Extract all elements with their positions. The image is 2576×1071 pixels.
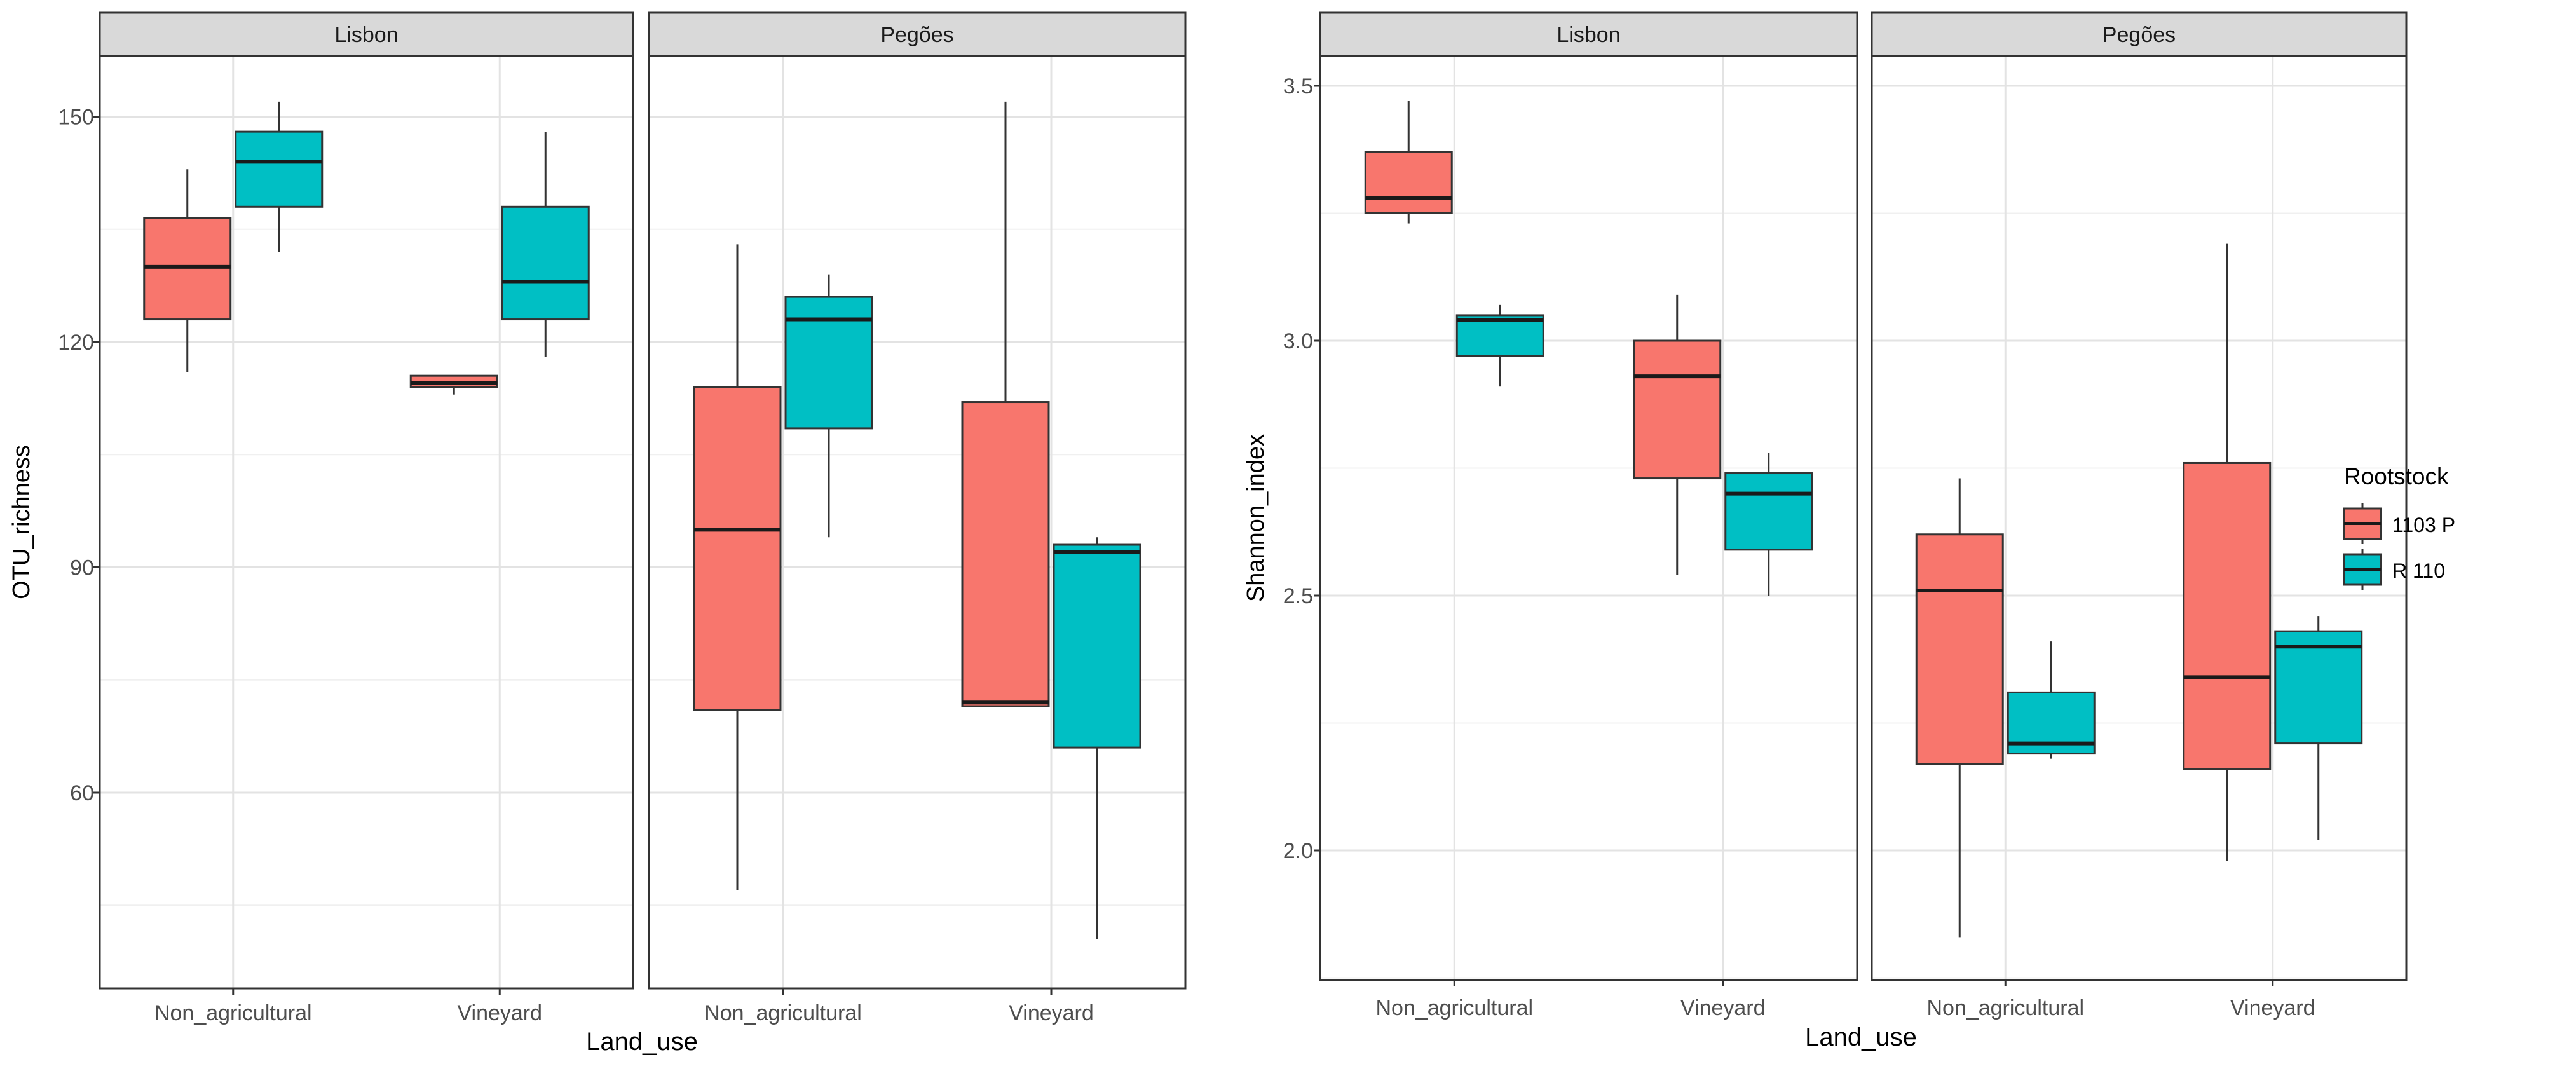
- shannon-panel-border-lisbon: [1319, 55, 1858, 981]
- otu-panel-pegoes: Pegões Non_agricultural Vineyard: [648, 11, 1187, 1025]
- otu-pegoes-non-agricultural-r-110-box: [784, 274, 873, 538]
- shannon-panel-lisbon: Lisbon Non_agricultural Vineyard: [1319, 11, 1858, 1020]
- shannon-x-tick-label-pegoes-vineyard: Vineyard: [2230, 996, 2315, 1020]
- otu-pegoes-non-agricultural-1103-p-iqr: [693, 386, 782, 711]
- otu-lisbon-vineyard-r-110-iqr: [501, 205, 590, 321]
- legend-title: Rootstock: [2344, 463, 2449, 489]
- otu-strip-lisbon: [99, 11, 634, 57]
- shannon-x-tick-label-lisbon-vineyard: Vineyard: [1680, 996, 1766, 1020]
- otu-panel-border-lisbon: [99, 55, 634, 990]
- legend-label-1103p: 1103 P: [2392, 514, 2455, 536]
- otu-strip-title-lisbon: Lisbon: [334, 23, 398, 47]
- otu-y-tick-label: 120: [58, 331, 94, 355]
- otu-strip-pegoes: [648, 11, 1187, 57]
- shannon-x-tick-label-lisbon-non-agricultural: Non_agricultural: [1375, 996, 1533, 1020]
- shannon-y-tick-label: 3.5: [1283, 74, 1313, 99]
- shannon-y-tick-label: 2.0: [1283, 839, 1313, 863]
- shannon-panel-border-pegoes: [1871, 55, 2408, 981]
- otu-x-tick-label-pegoes-non-agricultural: Non_agricultural: [704, 1001, 862, 1025]
- shannon-pegoes-non-agricultural-1103-p-box: [1915, 478, 2004, 938]
- otu-y-tick-label: 90: [70, 556, 94, 580]
- shannon-chart: Lisbon Non_agricultural Vineyard Pegões Non_…: [1243, 11, 2408, 1051]
- otu-pegoes-vineyard-r-110-iqr: [1053, 543, 1141, 749]
- otu-pegoes-vineyard-r-110-box: [1053, 537, 1141, 939]
- otu-lisbon-non-agricultural-1103-p-box: [143, 169, 232, 372]
- shannon-lisbon-vineyard-1103-p-box: [1633, 294, 1722, 575]
- legend-label-r110: R 110: [2392, 559, 2445, 582]
- shannon-y-axis-title: Shannon_index: [1243, 434, 1269, 602]
- shannon-panel-bg-pegoes: [1872, 56, 2406, 980]
- otu-strip-title-pegoes: Pegões: [880, 23, 953, 47]
- shannon-strip-pegoes: [1871, 11, 2408, 57]
- otu-panel-border-pegoes: [648, 55, 1187, 990]
- otu-lisbon-vineyard-r-110-box: [501, 132, 590, 357]
- charts-layer: Lisbon Non_agricultural Vineyard Pegões Non_…: [8, 11, 2408, 1056]
- shannon-lisbon-non-agricultural-1103-p-box: [1364, 101, 1453, 224]
- otu-lisbon-non-agricultural-r-110-box: [235, 101, 324, 252]
- shannon-strip-title-lisbon: Lisbon: [1557, 23, 1620, 47]
- shannon-pegoes-non-agricultural-r-110-box: [2007, 641, 2096, 759]
- otu-x-tick-label-lisbon-vineyard: Vineyard: [457, 1001, 542, 1025]
- shannon-x-tick-label-pegoes-non-agricultural: Non_agricultural: [1926, 996, 2084, 1020]
- shannon-pegoes-vineyard-r-110-iqr: [2274, 630, 2363, 745]
- shannon-strip-title-pegoes: Pegões: [2102, 23, 2176, 47]
- shannon-pegoes-vineyard-r-110-box: [2274, 616, 2363, 840]
- otu-pegoes-vineyard-1103-p-box: [961, 101, 1050, 707]
- otu-pegoes-vineyard-1103-p-iqr: [961, 401, 1050, 707]
- shannon-pegoes-vineyard-1103-p-box: [2183, 243, 2272, 861]
- shannon-pegoes-vineyard-1103-p-iqr: [2183, 461, 2272, 770]
- otu-chart: Lisbon Non_agricultural Vineyard Pegões Non_…: [8, 11, 1187, 1056]
- otu-lisbon-non-agricultural-r-110-iqr: [235, 130, 324, 208]
- otu-y-tick-label: 60: [70, 781, 94, 805]
- shannon-pegoes-non-agricultural-1103-p-iqr: [1915, 533, 2004, 765]
- shannon-lisbon-vineyard-1103-p-iqr: [1633, 339, 1722, 480]
- shannon-strip-lisbon: [1319, 11, 1858, 57]
- legend: Rootstock 1103 P R 110: [2343, 463, 2455, 590]
- otu-lisbon-vineyard-1103-p-box: [409, 374, 498, 395]
- otu-pegoes-non-agricultural-r-110-iqr: [784, 296, 873, 430]
- shannon-lisbon-non-agricultural-r-110-box: [1455, 304, 1544, 387]
- otu-pegoes-non-agricultural-1103-p-box: [693, 244, 782, 890]
- shannon-lisbon-vineyard-r-110-box: [1724, 453, 1813, 596]
- shannon-y-tick-label: 3.0: [1283, 329, 1313, 353]
- otu-x-tick-label-pegoes-vineyard: Vineyard: [1009, 1001, 1094, 1025]
- otu-x-tick-label-lisbon-non-agricultural: Non_agricultural: [154, 1001, 312, 1025]
- otu-x-axis-title: Land_use: [586, 1028, 698, 1056]
- otu-panel-bg-lisbon: [100, 56, 633, 988]
- shannon-lisbon-vineyard-r-110-iqr: [1724, 472, 1813, 551]
- otu-y-tick-label: 150: [58, 106, 94, 130]
- shannon-panel-pegoes: Pegões Non_agricultural Vineyard: [1871, 11, 2408, 1020]
- shannon-y-tick-label: 2.5: [1283, 584, 1313, 608]
- otu-panel-lisbon: Lisbon Non_agricultural Vineyard: [99, 11, 634, 1025]
- shannon-x-axis-title: Land_use: [1805, 1023, 1917, 1051]
- otu-y-axis-title: OTU_richness: [8, 445, 35, 599]
- shannon-lisbon-non-agricultural-1103-p-iqr: [1364, 151, 1453, 214]
